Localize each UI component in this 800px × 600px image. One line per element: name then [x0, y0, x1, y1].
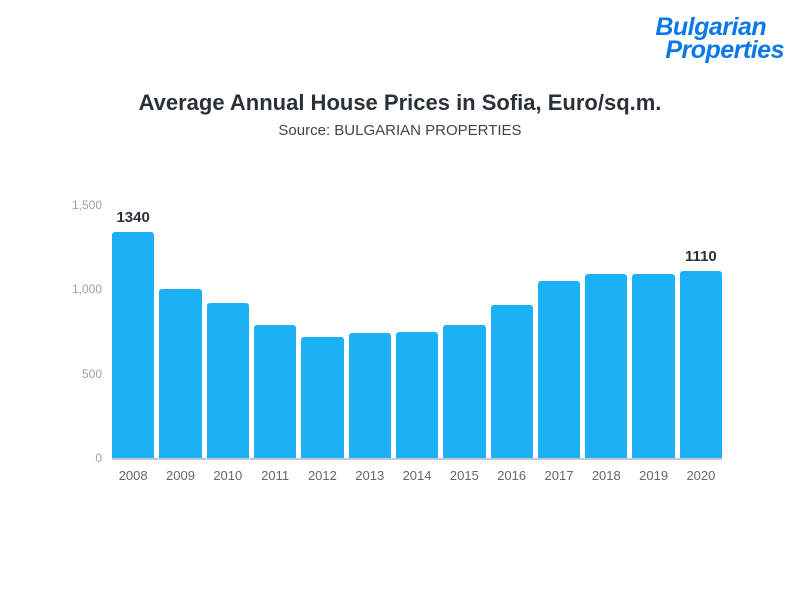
bar — [253, 324, 297, 458]
y-axis: 0 500 1,000 1,500 — [40, 198, 102, 465]
bar — [395, 332, 439, 458]
plot-area: 1340 2008 2009 2010 2011 2012 2013 2014 2015 2016… — [112, 205, 723, 483]
x-tick-label: 2010 — [213, 468, 243, 483]
x-tick-label: 2020 — [686, 468, 716, 483]
bar — [537, 280, 581, 458]
bar — [159, 289, 202, 458]
bar — [679, 270, 723, 458]
bar-group: 2019 — [632, 205, 675, 483]
y-tick-label: 0 — [95, 451, 102, 465]
x-tick-label: 2008 — [118, 468, 148, 483]
bar-group: 1110 2020 — [679, 205, 723, 483]
bar-group: 2016 — [490, 205, 533, 483]
bar-group: 2009 — [159, 205, 202, 483]
bar-group: 1340 2008 — [112, 205, 155, 483]
x-tick-label: 2016 — [497, 468, 527, 483]
x-tick-label: 2013 — [355, 468, 385, 483]
bar-group: 2013 — [348, 205, 391, 483]
bar-value-label: 1340 — [116, 209, 150, 226]
brand-logo-line2: Properties — [665, 36, 784, 64]
bar-group: 2017 — [537, 205, 581, 483]
bar-group: 2018 — [585, 205, 628, 483]
x-tick-label: 2017 — [544, 468, 574, 483]
x-tick-label: 2014 — [402, 468, 432, 483]
bar — [348, 333, 391, 458]
bar — [490, 304, 533, 458]
bar — [443, 324, 486, 458]
y-tick-label: 1,500 — [71, 198, 102, 212]
bar-group: 2015 — [443, 205, 486, 483]
x-tick-label: 2009 — [166, 468, 195, 483]
chart-subtitle: Source: BULGARIAN PROPERTIES — [278, 122, 522, 139]
x-tick-label: 2011 — [261, 468, 290, 483]
x-tick-label: 2012 — [307, 468, 337, 483]
brand-logo: Bulgarian Properties — [655, 13, 784, 63]
brand-logo-line1: Bulgarian — [655, 13, 767, 41]
bar — [301, 336, 344, 458]
bar — [112, 232, 155, 458]
bar-group: 2012 — [301, 205, 344, 483]
bar-group: 2014 — [395, 205, 439, 483]
bar-group: 2011 — [253, 205, 297, 483]
x-tick-label: 2018 — [591, 468, 621, 483]
bar-value-label: 1110 — [685, 247, 717, 265]
bar — [585, 274, 628, 458]
bar — [632, 274, 675, 458]
x-tick-label: 2015 — [449, 468, 479, 483]
bar-group: 2010 — [206, 205, 249, 483]
y-tick-label: 500 — [81, 366, 102, 381]
y-tick-label: 1,000 — [71, 282, 102, 297]
chart-title: Average Annual House Prices in Sofia, Eu… — [138, 90, 662, 115]
bar — [206, 302, 249, 458]
x-tick-label: 2019 — [639, 468, 669, 483]
